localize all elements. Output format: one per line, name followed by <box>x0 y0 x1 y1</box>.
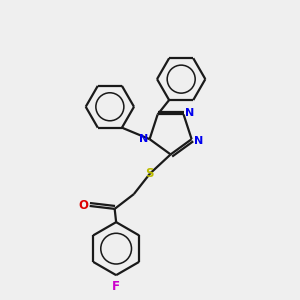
Text: O: O <box>79 200 89 212</box>
Text: N: N <box>139 134 148 144</box>
Text: F: F <box>112 280 120 292</box>
Text: N: N <box>194 136 204 146</box>
Text: S: S <box>145 167 154 180</box>
Text: N: N <box>185 108 195 118</box>
